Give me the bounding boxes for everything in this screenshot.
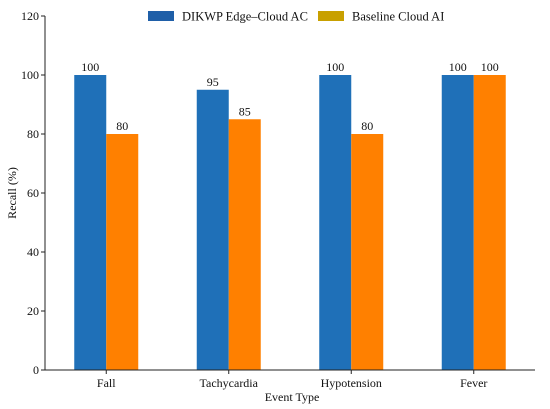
data-labels: 100 80 95 85 100 80 100 100 (81, 60, 499, 133)
data-label-tachycardia-series-1: 95 (207, 75, 219, 89)
bar-hypotension-series-1 (319, 75, 352, 370)
y-tick-label: 100 (21, 68, 39, 82)
bar-fall-series-2 (106, 134, 139, 370)
data-label-hypotension-series-1: 100 (326, 60, 344, 74)
bar-fever-series-2 (473, 75, 506, 370)
bar-fall-series-1 (74, 75, 107, 370)
x-tick-label-fall: Fall (97, 376, 116, 390)
data-label-hypotension-series-2: 80 (361, 119, 373, 133)
bars (74, 75, 506, 370)
y-tick-label: 20 (27, 304, 39, 318)
x-tick-label-hypotension: Hypotension (321, 376, 382, 390)
y-tick-label: 0 (33, 363, 39, 377)
bar-fever-series-1 (441, 75, 474, 370)
data-label-fall-series-1: 100 (81, 60, 99, 74)
y-tick-label: 60 (27, 186, 39, 200)
legend-label-series-1: DIKWP Edge–Cloud AC (182, 10, 308, 24)
data-label-fever-series-2: 100 (481, 60, 499, 74)
y-tick-label: 120 (21, 9, 39, 23)
y-tick-label: 80 (27, 127, 39, 141)
legend: DIKWP Edge–Cloud AC Baseline Cloud AI (148, 10, 444, 24)
legend-swatch-series-1 (148, 11, 174, 21)
bar-tachycardia-series-1 (196, 89, 229, 370)
x-tick-label-fever: Fever (460, 376, 487, 390)
data-label-fever-series-1: 100 (449, 60, 467, 74)
y-tick-label: 40 (27, 245, 39, 259)
legend-swatch-series-2 (318, 11, 344, 21)
x-axis-title: Event Type (265, 390, 320, 404)
bar-tachycardia-series-2 (228, 119, 261, 370)
axes: 0 20 40 60 80 100 120 Fall Tachycardia Hypotensio… (21, 9, 535, 390)
x-tick-label-tachycardia: Tachycardia (200, 376, 259, 390)
data-label-tachycardia-series-2: 85 (239, 104, 251, 118)
y-axis-title: Recall (%) (5, 167, 19, 219)
data-label-fall-series-2: 80 (116, 119, 128, 133)
bar-hypotension-series-2 (351, 134, 384, 370)
legend-label-series-2: Baseline Cloud AI (352, 10, 444, 24)
